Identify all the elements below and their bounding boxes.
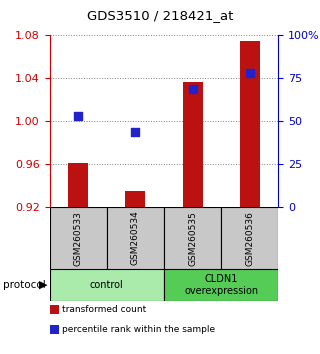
Text: GSM260535: GSM260535 bbox=[188, 211, 197, 266]
Bar bbox=[164, 207, 221, 269]
Bar bbox=[50, 207, 107, 269]
Text: ▶: ▶ bbox=[39, 280, 47, 290]
Text: control: control bbox=[90, 280, 124, 290]
Text: GSM260534: GSM260534 bbox=[131, 211, 140, 266]
Text: GSM260533: GSM260533 bbox=[74, 211, 83, 266]
Text: protocol: protocol bbox=[3, 280, 46, 290]
Text: percentile rank within the sample: percentile rank within the sample bbox=[62, 325, 215, 334]
Text: GDS3510 / 218421_at: GDS3510 / 218421_at bbox=[87, 10, 233, 22]
Point bbox=[247, 70, 252, 76]
Point bbox=[133, 129, 138, 135]
Bar bbox=[240, 41, 260, 207]
Bar bbox=[221, 207, 278, 269]
Point bbox=[76, 113, 81, 119]
Bar bbox=[125, 191, 145, 207]
Bar bbox=[50, 269, 164, 301]
Point bbox=[190, 86, 195, 91]
Bar bbox=[164, 269, 278, 301]
Text: CLDN1
overexpression: CLDN1 overexpression bbox=[184, 274, 258, 296]
Bar bbox=[68, 163, 88, 207]
Text: GSM260536: GSM260536 bbox=[245, 211, 254, 266]
Text: transformed count: transformed count bbox=[62, 305, 146, 314]
Bar bbox=[107, 207, 164, 269]
Bar bbox=[183, 81, 203, 207]
